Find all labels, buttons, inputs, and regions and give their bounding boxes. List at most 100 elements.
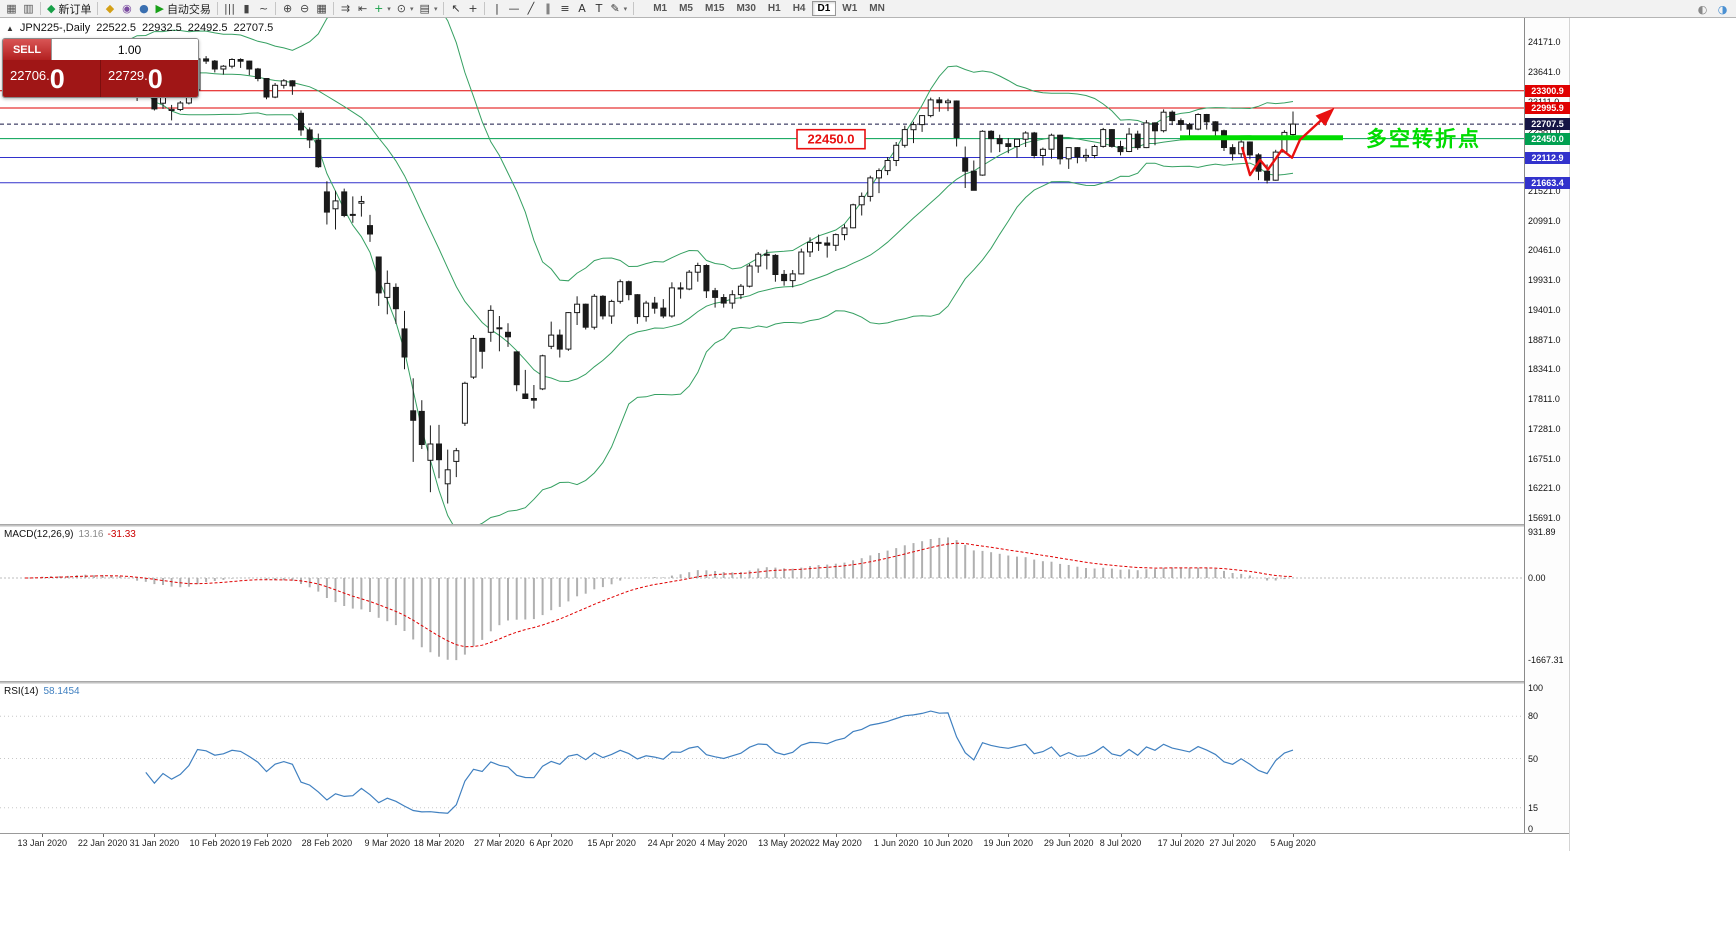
market-watch-icon[interactable]: ● (135, 1, 152, 17)
zoom-out-icon[interactable]: ⊖ (296, 1, 313, 17)
cursor-icon[interactable]: ↖ (447, 1, 464, 17)
price-level-badge: 23300.9 (1525, 84, 1570, 97)
candle (513, 351, 520, 392)
candle (384, 270, 391, 315)
candle (807, 237, 813, 257)
zoom-in-icon[interactable]: ⊕ (279, 1, 296, 17)
price-tick-label: 15691.0 (1528, 513, 1561, 523)
fibonacci-icon[interactable]: ≡ (556, 1, 573, 17)
trade-panel-header: SELL ▲ ▼ BUY (3, 39, 198, 60)
timeframe-m15-button[interactable]: M15 (705, 3, 725, 14)
buy-price[interactable]: 22729. 0 (100, 60, 198, 97)
metaeditor-icon[interactable]: ◆ (101, 1, 118, 17)
alerts-icon: ◉ (122, 2, 132, 15)
date-tick-label: 9 Mar 2020 (364, 838, 411, 848)
pane-separator[interactable] (0, 524, 1569, 527)
time-tick (835, 834, 837, 837)
candle (634, 294, 641, 324)
chart-shift-icon[interactable]: ⇤ (354, 1, 371, 17)
candle (582, 303, 589, 330)
indicators-icon[interactable]: + ▾ (371, 1, 394, 17)
turning-point-label[interactable]: 多空转折点 (1366, 127, 1481, 151)
candle (1143, 120, 1150, 149)
templates-icon[interactable]: ▤ ▾ (417, 1, 441, 17)
toolbar-separator (275, 2, 277, 15)
dropdown-caret-icon: ▾ (623, 5, 628, 13)
timeframe-h4-button[interactable]: H4 (792, 3, 806, 14)
periods-icon[interactable]: ⊙ ▾ (394, 1, 417, 17)
arrows-icon[interactable]: ✎ ▾ (607, 1, 630, 17)
price-tick-label: 80 (1528, 711, 1539, 722)
candle (220, 65, 227, 75)
line-chart-icon: ~ (258, 2, 269, 15)
candle (755, 252, 762, 273)
candle (237, 58, 244, 68)
text-icon[interactable]: A (573, 1, 590, 17)
timeframe-d1-button[interactable]: D1 (811, 1, 837, 16)
chart-ohlc-info: ▲ JPN225-,Daily 22522.5 22932.5 22492.5 … (6, 22, 273, 34)
price-tick-label: 0.00 (1528, 573, 1546, 583)
autotrading-button[interactable]: ▶ 自动交易 (152, 1, 213, 17)
channel-icon[interactable]: ∥ (539, 1, 556, 17)
price-level-badge: 22112.9 (1525, 151, 1570, 164)
main-chart[interactable]: 22450.0 多空转折点 (0, 18, 1524, 524)
candle (254, 67, 261, 82)
price-tick-label: 17281.0 (1528, 423, 1561, 434)
auto-scroll-icon[interactable]: ⇉ (337, 1, 354, 17)
candle (1100, 127, 1107, 148)
profiles-icon[interactable]: ▥ (20, 1, 37, 17)
candle (1048, 133, 1055, 159)
candle (617, 279, 624, 304)
search-icon[interactable]: ◑ (1714, 1, 1731, 17)
candlestick-chart-icon[interactable]: ▮ (238, 1, 255, 17)
one-click-toggle-icon[interactable]: ▲ (6, 23, 14, 33)
fibonacci-icon: ≡ (560, 2, 570, 15)
profiles-icon: ▥ (23, 2, 34, 15)
crosshair-icon[interactable]: + (464, 1, 481, 17)
candle (298, 110, 304, 136)
new-order-button[interactable]: ◆ 新订单 (44, 1, 94, 17)
price-level-callout[interactable]: 22450.0 (796, 128, 866, 150)
periods-icon: ⊙ (396, 2, 407, 15)
time-tick (1120, 834, 1122, 837)
candlestick-chart-icon: ▮ (243, 2, 250, 15)
timeframe-m1-button[interactable]: M1 (653, 3, 668, 14)
toolbar-separator (633, 2, 635, 15)
text-label-icon[interactable]: T (590, 1, 607, 17)
alerts-icon[interactable]: ◉ (118, 1, 135, 17)
candle (1057, 134, 1064, 165)
date-tick-label: 8 Jul 2020 (1099, 838, 1142, 848)
trendline-icon: ╱ (527, 2, 535, 15)
candle (1160, 109, 1167, 133)
timeframe-mn-button[interactable]: MN (869, 3, 885, 14)
candle (1108, 129, 1115, 148)
horizontal-line-icon[interactable]: — (505, 1, 522, 17)
tile-windows-icon[interactable]: ▦ (313, 1, 330, 17)
candle (599, 295, 606, 320)
bar-chart-icon[interactable]: ||| (221, 1, 238, 17)
pane-separator[interactable] (0, 681, 1569, 684)
timeframe-toolbar: M1 M5 M15 M30 H1 H4 D1 W1 MN (647, 0, 891, 17)
price-tick-label: 19401.0 (1528, 304, 1561, 315)
line-chart-icon[interactable]: ~ (255, 1, 272, 17)
toolbar: ▦ ▥ ◆ 新订单 ◆ ◉ ● ▶ 自动交易 ||| ▮ ~ ⊕ ⊖ ▦ ⇉ ⇤ + ▾ ⊙ ▾ ▤ ▾ ↖ + | — ╱ ∥ ≡ A T ✎… (0, 0, 1736, 18)
price-tick-label: 20991.0 (1528, 215, 1561, 226)
community-icon[interactable]: ◐ (1694, 1, 1711, 17)
new-chart-icon: ▦ (6, 2, 17, 15)
vertical-line-icon[interactable]: | (488, 1, 505, 17)
sell-price[interactable]: 22706. 0 (3, 60, 100, 97)
sell-button[interactable]: SELL (3, 39, 51, 60)
price-tick-label: 18341.0 (1528, 364, 1561, 375)
date-tick-label: 10 Jun 2020 (923, 838, 973, 848)
new-chart-icon[interactable]: ▦ (3, 1, 20, 17)
timeframe-h1-button[interactable]: H1 (767, 3, 781, 14)
timeframe-m5-button[interactable]: M5 (679, 3, 693, 14)
timeframe-m30-button[interactable]: M30 (736, 3, 756, 14)
trend-arrow-annotation[interactable] (1240, 107, 1335, 177)
candle (686, 270, 693, 291)
new-order-icon: ◆ (47, 2, 56, 15)
volume-input[interactable] (52, 39, 198, 60)
trendline-icon[interactable]: ╱ (522, 1, 539, 17)
date-tick-label: 15 Apr 2020 (587, 838, 636, 848)
timeframe-w1-button[interactable]: W1 (842, 3, 858, 14)
